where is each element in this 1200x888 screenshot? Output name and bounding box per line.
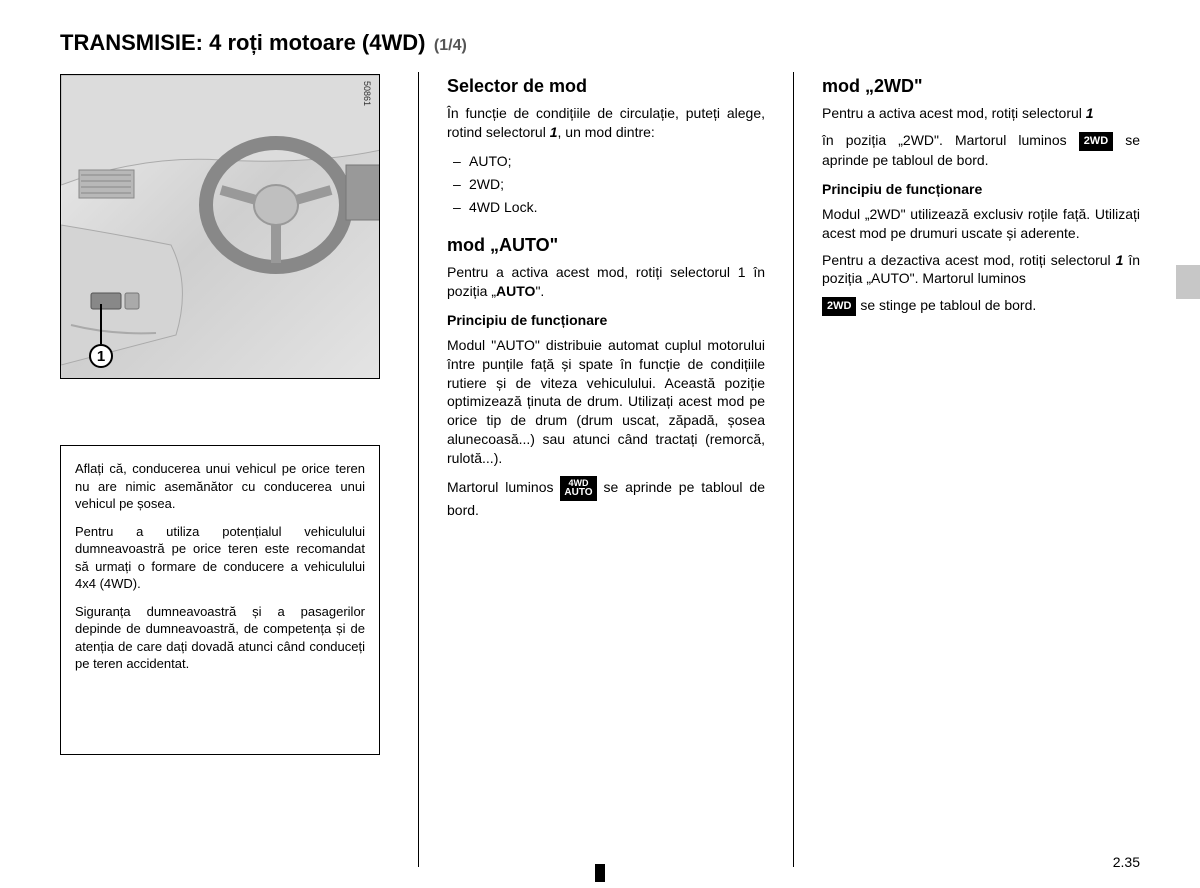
auto-p1: Pentru a activa acest mod, rotiți select…	[447, 263, 765, 301]
selector-intro: În funcție de condițiile de circulație, …	[447, 104, 765, 142]
column-divider-2	[793, 72, 794, 867]
info-p1: Aflați că, conducerea unui vehicul pe or…	[75, 460, 365, 513]
c3-p3: Modul „2WD" utilizează exclusiv roțile f…	[822, 205, 1140, 243]
footer-mark	[595, 864, 605, 882]
heading-mod-2wd: mod „2WD"	[822, 74, 1140, 98]
auto-p3-a: Martorul luminos	[447, 479, 560, 495]
badge-4wd-bot: AUTO	[564, 488, 592, 498]
column-1: 50861 1 Aflați că, conducerea unui vehic…	[60, 74, 390, 867]
c3-p1: Pentru a activa acest mod, rotiți select…	[822, 104, 1140, 123]
image-code: 50861	[361, 81, 373, 106]
mode-auto: AUTO;	[469, 150, 765, 173]
title-main: TRANSMISIE: 4 roți motoare (4WD)	[60, 30, 425, 55]
page-title: TRANSMISIE: 4 roți motoare (4WD) (1/4)	[60, 30, 1140, 56]
heading-mod-auto: mod „AUTO"	[447, 233, 765, 257]
badge-2wd-icon: 2WD	[1079, 132, 1113, 151]
column-2: Selector de mod În funcție de condițiile…	[447, 74, 765, 867]
c3-p5-b: se stinge pe tabloul de bord.	[860, 297, 1036, 313]
column-3: mod „2WD" Pentru a activa acest mod, rot…	[822, 74, 1140, 867]
selector-intro-b: , un mod dintre:	[558, 124, 655, 140]
section-tab	[1176, 265, 1200, 299]
badge-2wd-icon-2: 2WD	[822, 297, 856, 316]
auto-p1-bold: AUTO	[496, 283, 535, 299]
heading-selector: Selector de mod	[447, 74, 765, 98]
info-p3: Siguranța dumneavoastră și a pasagerilor…	[75, 603, 365, 673]
auto-p2: Modul "AUTO" distribuie automat cuplul m…	[447, 336, 765, 468]
c3-p1-ref: 1	[1086, 105, 1094, 121]
auto-p1-end: ".	[535, 283, 544, 299]
dashboard-illustration	[61, 75, 380, 379]
auto-p3: Martorul luminos 4WDAUTO se aprinde pe t…	[447, 476, 765, 520]
c3-p4: Pentru a dezactiva acest mod, rotiți sel…	[822, 251, 1140, 289]
callout-1: 1	[89, 344, 113, 368]
column-divider-1	[418, 72, 419, 867]
c3-p1-a: Pentru a activa acest mod, rotiți select…	[822, 105, 1086, 121]
mode-list: AUTO; 2WD; 4WD Lock.	[447, 150, 765, 219]
heading-principle-auto: Principiu de funcționare	[447, 311, 765, 330]
selector-ref-1: 1	[550, 124, 558, 140]
c3-p4-a: Pentru a dezactiva acest mod, rotiți sel…	[822, 252, 1116, 268]
title-page-indicator: (1/4)	[434, 37, 467, 54]
callout-line	[100, 304, 102, 344]
c3-p2-a: în poziția „2WD". Martorul luminos	[822, 132, 1079, 148]
page-number: 2.35	[1113, 854, 1140, 870]
c3-p2: în poziția „2WD". Martorul luminos 2WD s…	[822, 131, 1140, 170]
c3-p5: 2WD se stinge pe tabloul de bord.	[822, 296, 1140, 316]
badge-4wd-auto-icon: 4WDAUTO	[560, 476, 596, 501]
mode-4wdlock: 4WD Lock.	[469, 196, 765, 219]
auto-p1-a: Pentru a activa acest mod, rotiți select…	[447, 264, 765, 299]
info-box: Aflați că, conducerea unui vehicul pe or…	[60, 445, 380, 755]
heading-principle-2wd: Principiu de funcționare	[822, 180, 1140, 199]
dashboard-figure: 50861 1	[60, 74, 380, 379]
info-p2: Pentru a utiliza potențialul vehiculului…	[75, 523, 365, 593]
mode-2wd: 2WD;	[469, 173, 765, 196]
